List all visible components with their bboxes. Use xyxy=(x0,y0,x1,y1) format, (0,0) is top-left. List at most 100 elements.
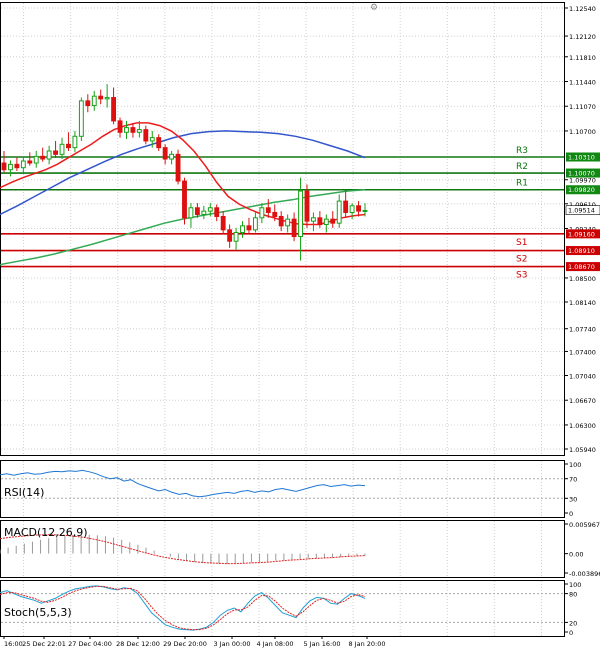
candle-body xyxy=(330,218,336,224)
candle-body xyxy=(1,162,7,171)
rsi-tick-label: 30 xyxy=(569,495,577,503)
level-price-label: 1.08670 xyxy=(568,263,595,271)
level-price-label: 1.10310 xyxy=(568,154,595,162)
x-tick-label: 29 Dec 20:00 xyxy=(163,640,207,648)
candle-body xyxy=(304,190,310,222)
x-tick-label: 8 Jan 20:00 xyxy=(348,640,385,648)
stoch-tick-label: 0 xyxy=(569,629,573,637)
candle-body xyxy=(117,120,123,133)
price-tick-label: 1.07040 xyxy=(569,373,596,381)
candle-body xyxy=(40,155,46,160)
ma-fast-line xyxy=(0,122,366,226)
candle-body xyxy=(240,225,245,234)
candle-body xyxy=(356,205,361,212)
macd-tick-label: -0.003896 xyxy=(569,570,600,578)
candle-body xyxy=(298,190,303,238)
candle-body xyxy=(201,210,207,215)
price-tick-label: 1.11810 xyxy=(569,54,596,62)
candle-body xyxy=(66,143,71,149)
panel-frame-main xyxy=(0,2,565,456)
last-price-box xyxy=(565,205,600,215)
stoch-tick-label: 20 xyxy=(569,619,577,627)
candle-body xyxy=(182,180,187,219)
level-price-box xyxy=(566,229,600,239)
candle-body xyxy=(78,100,84,137)
ma-slow-line xyxy=(0,188,366,266)
price-tick-label: 1.12540 xyxy=(569,5,596,13)
level-price-box xyxy=(566,185,600,195)
candle-body xyxy=(272,211,278,217)
candle-body xyxy=(317,217,323,225)
level-name-r1: R1 xyxy=(516,179,528,189)
stoch-tick-label: 80 xyxy=(569,591,577,599)
price-tick-label: 1.09610 xyxy=(569,201,596,209)
price-tick-label: 1.10700 xyxy=(569,128,596,136)
rsi-tick-label: 0 xyxy=(569,510,573,518)
candle-body xyxy=(27,160,33,164)
rsi-title: RSI(14) xyxy=(4,486,44,499)
candle-body xyxy=(85,100,91,107)
candle-body xyxy=(233,232,239,242)
panel-frame-rsi xyxy=(0,460,565,518)
gear-icon: ⚙ xyxy=(370,3,378,13)
level-price-label: 1.10070 xyxy=(568,170,595,178)
x-tick-label: 3 Jan 00:00 xyxy=(213,640,250,648)
candle-body xyxy=(349,205,355,213)
price-tick-label: 1.07740 xyxy=(569,326,596,334)
macd-tick-label: 0.005967 xyxy=(569,521,600,529)
price-tick-label: 1.08500 xyxy=(569,275,596,283)
macd-signal-line xyxy=(0,534,366,565)
level-price-label: 1.09820 xyxy=(568,186,595,194)
rsi-tick-label: 70 xyxy=(569,476,577,484)
candle-body xyxy=(91,95,97,107)
candle-body xyxy=(278,215,284,227)
level-name-r2: R2 xyxy=(516,162,528,172)
price-tick-label: 1.05940 xyxy=(569,446,596,454)
candle-body xyxy=(8,163,13,171)
macd-tick-label: 0.00 xyxy=(569,551,583,559)
candle-body xyxy=(323,218,329,225)
price-tick-label: 1.12120 xyxy=(569,33,596,41)
candle-body xyxy=(175,153,181,182)
candle-body xyxy=(285,218,291,227)
price-tick-label: 1.06670 xyxy=(569,397,596,405)
level-price-label: 1.08910 xyxy=(568,247,595,255)
candle-body xyxy=(220,215,226,231)
level-name-r3: R3 xyxy=(516,146,528,156)
candle-body xyxy=(362,209,368,212)
candle-body xyxy=(46,150,52,160)
candle-body xyxy=(143,129,149,142)
candle-body xyxy=(169,153,175,160)
candle-body xyxy=(104,97,110,100)
price-tick-label: 1.07400 xyxy=(569,348,596,356)
candle-body xyxy=(59,143,65,155)
macd-title: MACD(12,26,9) xyxy=(4,526,88,539)
level-name-s2: S2 xyxy=(516,255,527,265)
candle-body xyxy=(20,160,26,169)
stoch-main-line xyxy=(0,585,366,631)
ma-mid-line xyxy=(0,130,366,216)
x-tick-label: 25 Dec 22:01 xyxy=(22,640,66,648)
candle-body xyxy=(259,207,265,219)
x-tick-label: 4 Jan 08:00 xyxy=(256,640,293,648)
candle-body xyxy=(246,225,252,231)
level-price-label: 1.09160 xyxy=(568,230,595,238)
price-tick-label: 1.09970 xyxy=(569,177,596,185)
candle-body xyxy=(336,200,342,224)
candle-body xyxy=(162,147,168,160)
stoch-tick-label: 100 xyxy=(569,581,581,589)
price-tick-label: 1.06300 xyxy=(569,422,596,430)
rsi-line xyxy=(0,469,366,498)
x-tick-label: 16:00 xyxy=(4,640,23,648)
candle-body xyxy=(33,155,39,164)
candle-body xyxy=(188,207,194,219)
candle-body xyxy=(252,217,258,231)
candle-body xyxy=(227,229,233,242)
price-tick-label: 1.08140 xyxy=(569,299,596,307)
level-price-box xyxy=(566,152,600,162)
candle-body xyxy=(98,95,104,100)
candle-body xyxy=(194,207,200,215)
price-tick-label: 1.11440 xyxy=(569,79,596,87)
candle-body xyxy=(214,207,220,217)
candle-body xyxy=(72,135,78,149)
